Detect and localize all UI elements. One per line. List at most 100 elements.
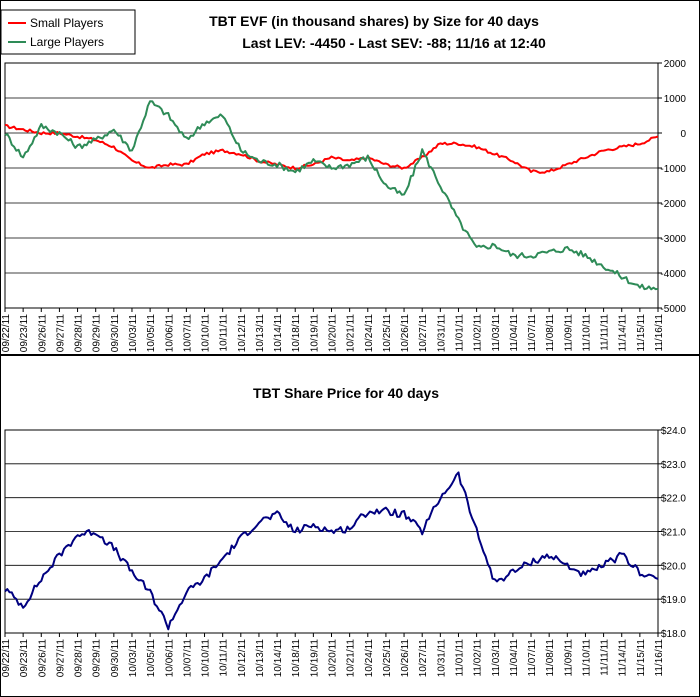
x-tick-label: 10/03/11 (128, 639, 139, 678)
x-tick-label: 11/11/11 (600, 639, 611, 676)
x-tick-label: 11/07/11 (527, 639, 538, 677)
x-tick-label: 10/27/11 (418, 314, 429, 353)
y-tick-label: -2000 (660, 199, 686, 210)
x-tick-label: 10/20/11 (328, 314, 339, 353)
x-tick-label: 10/11/11 (219, 639, 230, 677)
x-tick-label: 10/24/11 (364, 314, 375, 353)
x-tick-label: 11/01/11 (454, 314, 465, 352)
x-tick-label: 09/26/11 (37, 639, 48, 678)
x-tick-label: 10/06/11 (164, 639, 175, 678)
x-tick-label: 10/13/11 (255, 314, 266, 353)
x-tick-label: 11/01/11 (454, 639, 465, 677)
x-tick-label: 10/11/11 (219, 314, 230, 352)
x-tick-label: 11/15/11 (636, 314, 647, 352)
x-tick-label: 10/26/11 (400, 314, 411, 353)
x-tick-label: 10/19/11 (309, 639, 320, 678)
x-tick-label: 10/03/11 (128, 314, 139, 353)
y-tick-label: -1000 (660, 164, 686, 175)
y-tick-label: -5000 (660, 304, 686, 315)
chart1-legend: Small Players Large Players (0, 9, 136, 55)
x-tick-label: 11/15/11 (636, 639, 647, 677)
x-tick-label: 10/25/11 (382, 314, 393, 353)
legend-box (0, 9, 136, 55)
x-tick-label: 09/29/11 (92, 639, 103, 678)
x-tick-label: 10/10/11 (201, 639, 212, 678)
x-tick-label: 10/18/11 (291, 639, 302, 678)
series-line-large-players (4, 100, 659, 291)
x-tick-label: 10/26/11 (400, 639, 411, 678)
x-tick-label: 10/13/11 (255, 639, 266, 678)
y-tick-label: 0 (680, 129, 686, 140)
x-tick-label: 09/30/11 (110, 314, 121, 353)
x-tick-label: 09/22/11 (1, 314, 12, 353)
x-tick-label: 10/21/11 (346, 314, 357, 353)
y-tick-label: $20.0 (661, 561, 686, 572)
x-tick-label: 09/28/11 (74, 639, 85, 678)
x-tick-label: 11/09/11 (563, 314, 574, 352)
x-tick-label: 10/19/11 (309, 314, 320, 353)
chart1-border (0, 0, 700, 355)
x-tick-label: 10/25/11 (382, 639, 393, 678)
chart1-plot: 2000 1000 0 -1000 -2000 -3000 -4000 -5000 09/22/… (1, 59, 686, 352)
x-tick-label: 10/31/11 (436, 314, 447, 353)
x-tick-label: 11/08/11 (545, 314, 556, 352)
y-tick-label: -3000 (660, 234, 686, 245)
chart2-title: TBT Share Price for 40 days (253, 385, 439, 401)
x-tick-label: 11/08/11 (545, 639, 556, 677)
x-tick-label: 11/10/11 (581, 314, 592, 352)
x-tick-label: 10/21/11 (346, 639, 357, 678)
x-tick-label: 10/12/11 (237, 639, 248, 678)
x-tick-label: 09/26/11 (37, 314, 48, 353)
x-tick-label: 11/04/11 (509, 314, 520, 352)
x-tick-label: 10/05/11 (146, 639, 157, 678)
x-tick-label: 10/18/11 (291, 314, 302, 353)
x-tick-label: 11/16/11 (654, 314, 665, 352)
y-tick-label: -4000 (660, 269, 686, 280)
chart2-plot: $24.0 $23.0 $22.0 $21.0 $20.0 $19.0 $18.0 09/22… (1, 426, 686, 677)
x-tick-label: 11/10/11 (581, 639, 592, 677)
x-tick-label: 10/07/11 (182, 314, 193, 353)
x-tick-label: 11/02/11 (473, 639, 484, 677)
y-tick-label: 2000 (664, 59, 687, 70)
x-tick-label: 10/20/11 (328, 639, 339, 678)
x-tick-label: 10/14/11 (273, 314, 284, 353)
x-tick-label: 11/07/11 (527, 314, 538, 352)
x-tick-label: 11/14/11 (618, 639, 629, 677)
x-tick-label: 10/24/11 (364, 639, 375, 678)
x-tick-label: 10/10/11 (201, 314, 212, 353)
y-tick-label: $18.0 (661, 629, 686, 640)
y-tick-label: $21.0 (661, 528, 686, 539)
x-tick-label: 11/14/11 (618, 314, 629, 352)
legend-label-large-players: Large Players (30, 35, 104, 49)
y-tick-label: $23.0 (661, 460, 686, 471)
x-tick-label: 11/11/11 (600, 314, 611, 351)
y-tick-label: $24.0 (661, 426, 686, 437)
x-tick-label: 11/03/11 (491, 639, 502, 677)
x-tick-label: 09/30/11 (110, 639, 121, 678)
y-tick-label: $19.0 (661, 595, 686, 606)
x-tick-label: 09/27/11 (55, 639, 66, 678)
x-tick-label: 09/27/11 (55, 314, 66, 353)
x-tick-label: 10/12/11 (237, 314, 248, 353)
x-tick-label: 09/23/11 (19, 639, 30, 678)
chart1-title: TBT EVF (in thousand shares) by Size for… (209, 13, 539, 29)
x-tick-label: 11/09/11 (563, 639, 574, 677)
chart1-subtitle: Last LEV: -4450 - Last SEV: -88; 11/16 a… (242, 35, 546, 51)
x-tick-label: 11/04/11 (509, 639, 520, 677)
series-line-tbt (4, 471, 659, 631)
x-tick-label: 11/16/11 (654, 639, 665, 677)
y-tick-label: $22.0 (661, 494, 686, 505)
y-tick-label: 1000 (664, 94, 687, 105)
x-tick-label: 10/31/11 (436, 639, 447, 678)
x-tick-label: 10/07/11 (182, 639, 193, 678)
series-line-small-players (4, 123, 659, 174)
x-tick-label: 10/14/11 (273, 639, 284, 678)
x-tick-label: 11/02/11 (473, 314, 484, 352)
x-tick-label: 09/28/11 (74, 314, 85, 353)
x-tick-label: 10/27/11 (418, 639, 429, 678)
x-tick-label: 09/29/11 (92, 314, 103, 353)
x-tick-label: 10/05/11 (146, 314, 157, 353)
x-tick-label: 11/03/11 (491, 314, 502, 352)
